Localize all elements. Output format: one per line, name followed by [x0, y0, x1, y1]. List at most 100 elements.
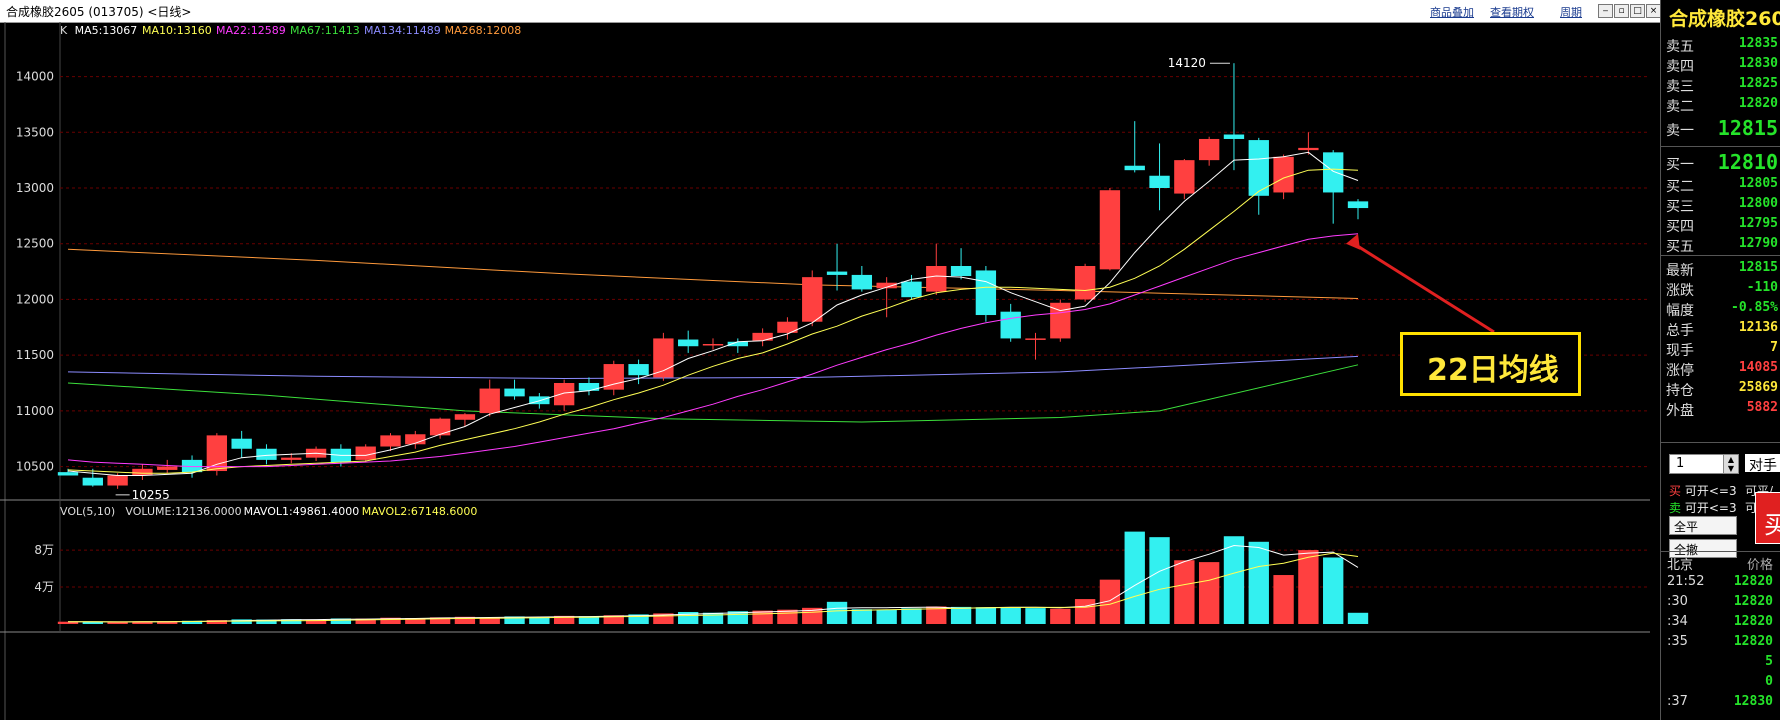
quote-label: 买五: [1666, 239, 1694, 255]
bid-row: 买三 12800: [1661, 194, 1780, 215]
legend-item: MA67:11413: [290, 24, 360, 37]
legend-item: MA22:12589: [216, 24, 286, 37]
quote-value: 14085: [1738, 360, 1778, 375]
view-options-link[interactable]: 查看期权: [1490, 6, 1534, 19]
y-tick-label: 13000: [16, 181, 54, 195]
candle-body: [1347, 201, 1369, 209]
volume-bar: [429, 617, 451, 624]
volume-bars: [57, 531, 1369, 624]
vol-legend-item: VOLUME:12136.0000: [125, 505, 241, 518]
lots-input[interactable]: 1 ▲ ▼: [1669, 454, 1739, 474]
candle-body: [926, 266, 947, 292]
overlay-commodity-link[interactable]: 商品叠加: [1430, 6, 1474, 19]
close-icon[interactable]: ×: [1646, 4, 1661, 18]
legend-item: MA10:13160: [142, 24, 212, 37]
quote-value: -0.85%: [1731, 300, 1778, 315]
volume-bar: [529, 616, 550, 624]
quote-value: 25869: [1738, 380, 1778, 395]
candle-body: [1198, 138, 1220, 161]
candle-body: [355, 446, 376, 460]
quote-value: 12820: [1738, 96, 1778, 111]
bid-row: 买五 12790: [1661, 234, 1780, 255]
candle-body: [181, 459, 203, 473]
lots-stepper[interactable]: ▲ ▼: [1723, 455, 1738, 473]
stat-row: 外盘 5882: [1661, 398, 1780, 419]
volume-bar: [1223, 536, 1245, 624]
candle-body: [281, 457, 302, 460]
volume-bar: [305, 619, 327, 624]
volume-bar: [553, 615, 575, 624]
ask-row: 卖三 12825: [1661, 74, 1780, 95]
tick-price: 12820: [1733, 574, 1773, 589]
tick-price: 5: [1765, 654, 1773, 669]
bid-row: 买二 12805: [1661, 174, 1780, 195]
stat-row: 幅度 -0.85%: [1661, 298, 1780, 319]
y-tick-label: 12000: [16, 292, 54, 306]
maximize-icon[interactable]: □: [1630, 4, 1645, 18]
tick-time: :35: [1667, 634, 1688, 649]
quote-label: 卖五: [1666, 39, 1694, 55]
window-title: 合成橡胶2605 (013705) <日线>: [6, 5, 192, 19]
volume-bar: [1323, 557, 1344, 624]
indicator-legend: K MA5:13067 MA10:13160 MA22:12589 MA67:11413…: [60, 24, 521, 37]
candle-body: [429, 418, 451, 436]
cancel-all-button[interactable]: 全撤: [1669, 539, 1737, 558]
tick-row: 0: [1661, 672, 1780, 692]
buy-button[interactable]: 买: [1755, 492, 1780, 544]
quote-title: 合成橡胶260: [1669, 8, 1780, 30]
candle-body: [1223, 134, 1245, 139]
title-bar: 合成橡胶2605 (013705) <日线> 商品叠加 查看期权 周期 ‒ ▫ …: [0, 0, 1661, 23]
minimize-icon[interactable]: ‒: [1598, 4, 1613, 18]
ma22-callout: 22日均线: [1400, 332, 1581, 396]
candle-body: [826, 271, 848, 275]
quote-panel: 合成橡胶260 卖五 12835 卖四 12830 卖三 12825 卖二 12820 卖一 12…: [1660, 0, 1780, 720]
price-type-select[interactable]: 对手: [1745, 454, 1780, 474]
volume-bar: [479, 617, 500, 624]
long-moving-averages: [67, 248, 1359, 423]
candle-body: [57, 472, 79, 476]
line-mavol2: [67, 552, 1359, 623]
volume-bar: [578, 616, 600, 624]
quote-value: 12810: [1717, 150, 1778, 174]
candle-body: [901, 281, 922, 298]
volume-bar: [405, 617, 426, 624]
ask-row: 卖二 12820: [1661, 94, 1780, 115]
y-tick-label: 13500: [16, 125, 54, 139]
stat-row: 持仓 25869: [1661, 378, 1780, 399]
candle-body: [107, 475, 128, 486]
candle-body: [678, 339, 699, 347]
quote-label: 卖二: [1666, 99, 1694, 115]
candle-body: [1273, 156, 1294, 193]
volume-bar: [454, 616, 476, 624]
tick-row: :35 12820: [1661, 632, 1780, 652]
vol-legend-item: MAVOL1:49861.4000: [244, 505, 360, 518]
candle-body: [752, 332, 773, 341]
legend-item: MA268:12008: [445, 24, 522, 37]
volume-bar: [1248, 541, 1269, 624]
candle-body: [231, 438, 252, 449]
close-all-button[interactable]: 全平: [1669, 516, 1737, 535]
kline-chart[interactable]: 10500 11000 11500 12000 12500 13000 13500 14000…: [0, 22, 1660, 720]
y-tick-label: 14000: [16, 70, 54, 84]
quote-value: 12805: [1738, 176, 1778, 191]
tick-row: 5: [1661, 652, 1780, 672]
volume-bar: [876, 609, 897, 624]
volume-bar: [1025, 608, 1046, 624]
quote-label: 卖一: [1666, 123, 1694, 139]
candle-body: [1000, 311, 1021, 339]
vol-tick-label: 8万: [34, 543, 54, 557]
volume-bar: [157, 621, 178, 624]
tick-row: :34 12820: [1661, 612, 1780, 632]
candle-body: [1323, 152, 1344, 193]
candle-body: [777, 321, 798, 333]
low-label: 10255: [132, 488, 170, 502]
line-ma67: [67, 364, 1359, 423]
candle-body: [851, 274, 873, 290]
quote-label: 幅度: [1666, 303, 1694, 319]
quote-value: 12815: [1738, 260, 1778, 275]
period-link[interactable]: 周期: [1560, 6, 1582, 19]
volume-bar: [206, 620, 228, 624]
restore-icon[interactable]: ▫: [1614, 4, 1629, 18]
tick-price: 12820: [1733, 614, 1773, 629]
callout-arrow-head: [1346, 233, 1360, 250]
